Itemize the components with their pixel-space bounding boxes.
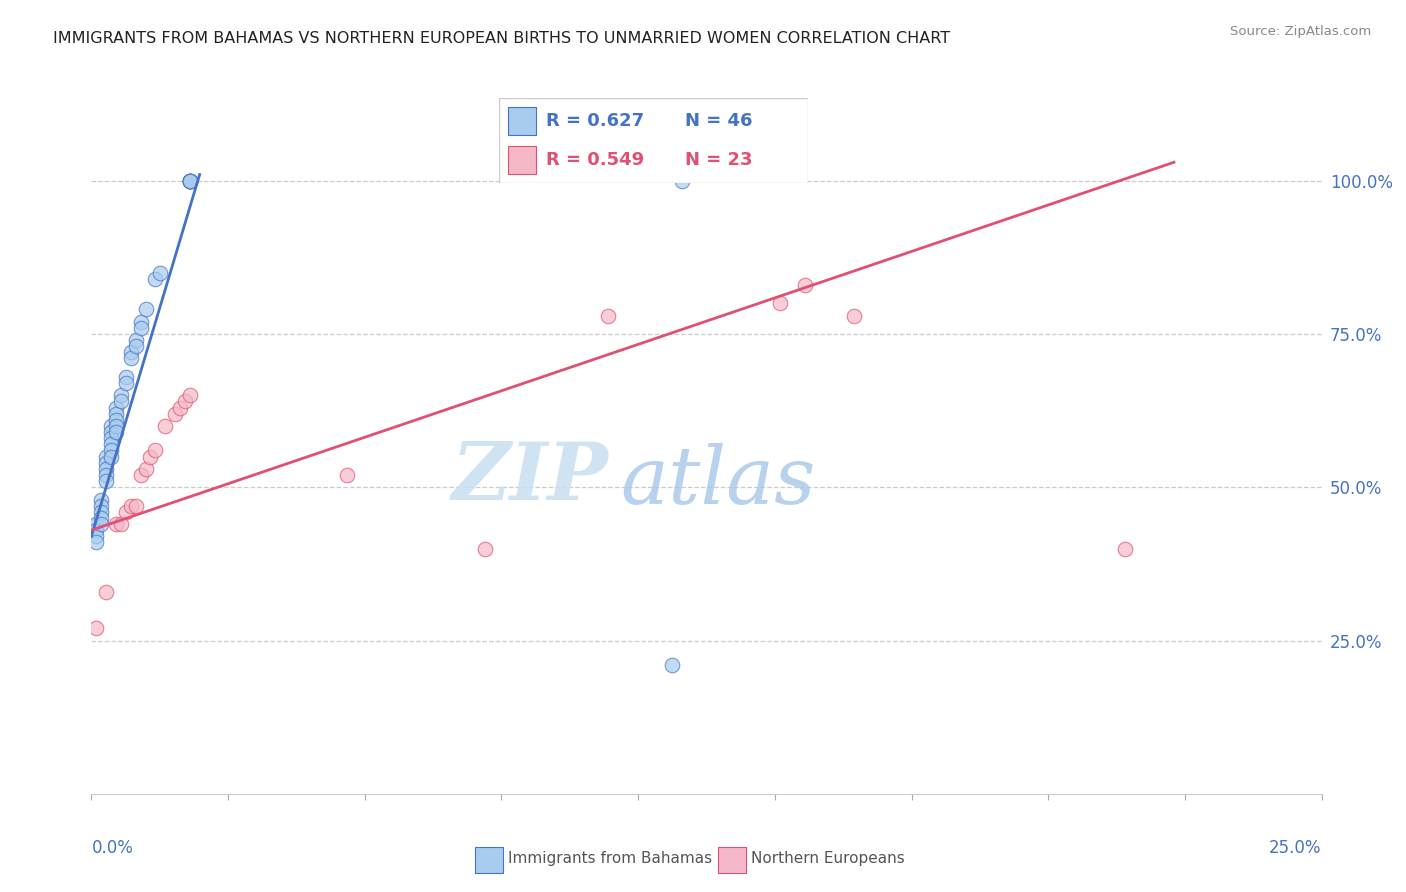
Point (110, 388, 132, 402)
Text: Source: ZipAtlas.com: Source: ZipAtlas.com (1230, 25, 1371, 38)
Point (135, 302, 156, 317)
Text: R = 0.549: R = 0.549 (546, 151, 644, 169)
Point (135, 462, 156, 476)
Point (86, 517, 108, 532)
Text: Northern Europeans: Northern Europeans (751, 851, 905, 866)
Point (105, 413, 127, 427)
Point (110, 394, 132, 409)
Point (86, 535, 108, 549)
Point (124, 499, 146, 513)
Text: N = 46: N = 46 (685, 112, 752, 130)
Point (842, 309, 865, 323)
Text: Immigrants from Bahamas: Immigrants from Bahamas (508, 851, 713, 866)
Text: 25.0%: 25.0% (1270, 838, 1322, 856)
Point (179, 173, 201, 188)
Point (96, 584, 117, 599)
Point (96, 450, 117, 464)
Point (105, 517, 127, 532)
Text: atlas: atlas (620, 442, 815, 520)
Point (129, 320, 152, 334)
Point (96, 467, 117, 482)
Text: R = 0.627: R = 0.627 (546, 112, 644, 130)
Point (474, 541, 496, 556)
Point (120, 345, 142, 359)
Point (86, 621, 108, 635)
FancyBboxPatch shape (509, 107, 536, 135)
Point (671, 173, 693, 188)
FancyBboxPatch shape (499, 98, 808, 183)
Point (336, 467, 359, 482)
Point (114, 369, 138, 384)
Point (596, 309, 619, 323)
Point (100, 419, 122, 434)
Point (174, 394, 197, 409)
Point (129, 315, 152, 329)
Point (120, 499, 142, 513)
Point (163, 407, 186, 421)
Point (86, 523, 108, 537)
Point (100, 431, 122, 445)
FancyBboxPatch shape (718, 847, 747, 872)
Text: N = 23: N = 23 (685, 151, 752, 169)
Point (100, 425, 122, 439)
Point (124, 339, 146, 353)
Point (169, 401, 191, 415)
Point (120, 351, 142, 366)
Point (179, 173, 201, 188)
Point (105, 425, 127, 439)
Point (179, 173, 201, 188)
Point (179, 173, 201, 188)
Point (100, 437, 122, 451)
Point (90, 499, 112, 513)
Point (153, 419, 177, 434)
Point (90, 511, 112, 525)
Point (96, 462, 117, 476)
Point (145, 443, 166, 458)
Point (124, 333, 146, 347)
Point (86, 529, 108, 543)
FancyBboxPatch shape (475, 847, 503, 872)
Point (149, 266, 172, 280)
Text: 0.0%: 0.0% (91, 838, 134, 856)
Point (100, 450, 122, 464)
Point (179, 173, 201, 188)
Point (129, 467, 152, 482)
Point (114, 376, 138, 390)
Point (179, 388, 201, 402)
Point (139, 450, 162, 464)
Point (100, 443, 122, 458)
Point (769, 296, 792, 310)
Text: ZIP: ZIP (451, 439, 607, 516)
Point (110, 517, 132, 532)
Point (105, 407, 127, 421)
Point (90, 505, 112, 519)
FancyBboxPatch shape (509, 146, 536, 175)
Point (179, 173, 201, 188)
Text: IMMIGRANTS FROM BAHAMAS VS NORTHERN EUROPEAN BIRTHS TO UNMARRIED WOMEN CORRELATI: IMMIGRANTS FROM BAHAMAS VS NORTHERN EURO… (53, 31, 950, 46)
Point (145, 271, 166, 285)
Point (105, 419, 127, 434)
Point (661, 658, 683, 673)
Point (114, 505, 138, 519)
Point (96, 474, 117, 488)
Point (1114, 541, 1136, 556)
Point (793, 277, 815, 292)
Point (90, 492, 112, 507)
Point (96, 456, 117, 470)
Y-axis label: Births to Unmarried Women: Births to Unmarried Women (0, 343, 7, 558)
Point (90, 517, 112, 532)
Point (105, 401, 127, 415)
